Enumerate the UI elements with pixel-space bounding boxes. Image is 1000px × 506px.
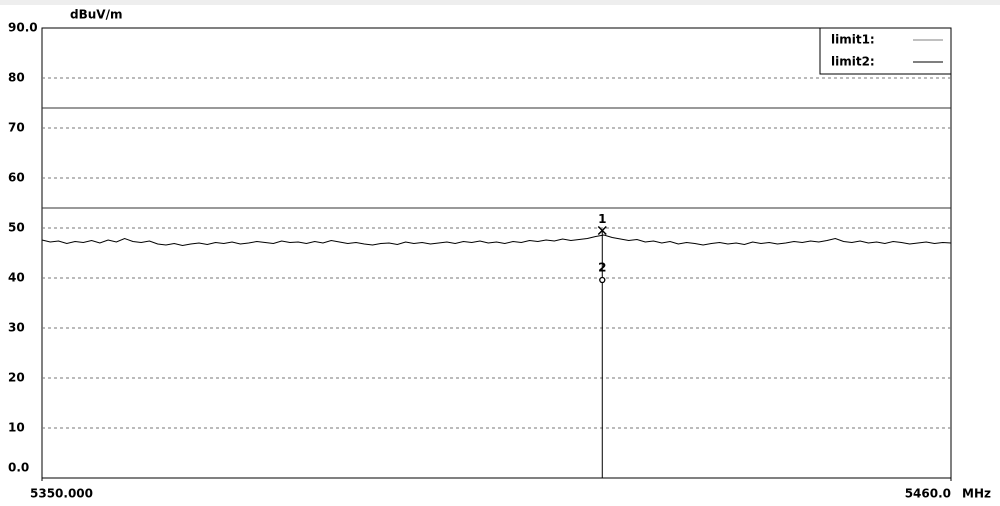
y-tick-label: 80 [8, 71, 25, 85]
y-tick-label: 50 [8, 221, 25, 235]
marker-label: 1 [598, 212, 606, 226]
x-unit: MHz [962, 487, 991, 501]
y-tick-label: 10 [8, 421, 25, 435]
y-tick-label: 30 [8, 321, 25, 335]
plot-frame [41, 27, 952, 479]
y-unit: dBuV/m [70, 8, 122, 22]
y-tick-label: 20 [8, 371, 25, 385]
y-tick-label: 0.0 [8, 461, 29, 475]
x-tick-label: 5350.000 [30, 487, 93, 501]
y-tick-label: 90.0 [8, 21, 38, 35]
y-tick-label: 60 [8, 171, 25, 185]
y-tick-label: 70 [8, 121, 25, 135]
marker-label: 2 [598, 261, 606, 275]
legend-label: limit2: [831, 55, 875, 69]
trace [41, 234, 952, 247]
top-strip [0, 0, 1000, 5]
legend-label: limit1: [831, 33, 875, 47]
legend-box [819, 27, 952, 75]
marker [599, 276, 606, 284]
y-tick-label: 40 [8, 271, 25, 285]
x-tick-label: 5460.0 [905, 487, 951, 501]
